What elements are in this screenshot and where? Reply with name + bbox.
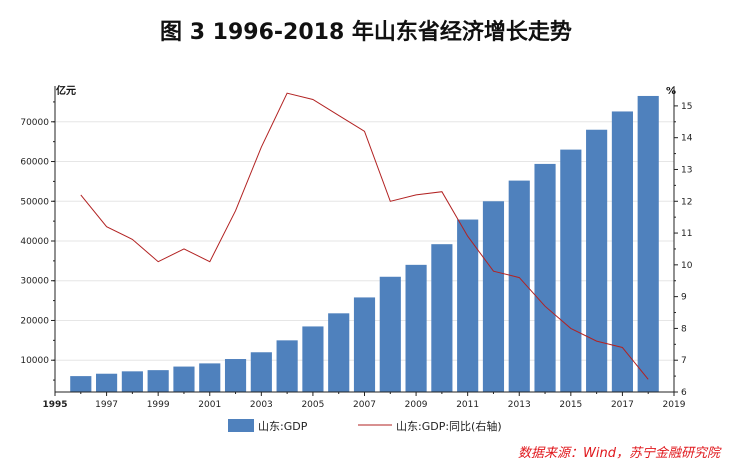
chart-title: 图 3 1996-2018 年山东省经济增长走势	[160, 20, 572, 45]
gdp-bar-1998	[121, 371, 143, 392]
gdp-bar-1999	[147, 370, 169, 392]
x-tick-label-2011: 2011	[456, 400, 479, 410]
gdp-bar-2004	[276, 340, 298, 392]
x-tick-label-2017: 2017	[611, 400, 634, 410]
x-tick-label-2015: 2015	[559, 400, 582, 410]
gdp-bar-2017	[611, 111, 633, 393]
x-tick-label-2019: 2019	[663, 400, 686, 410]
y-right-tick-label-10: 10	[681, 261, 693, 271]
y-left-tick-label-10000: 10000	[20, 356, 49, 366]
legend-bar-label: 山东:GDP	[258, 420, 308, 433]
x-tick-label-2005: 2005	[301, 400, 324, 410]
gdp-bar-2001	[199, 363, 221, 392]
axes: 10000 20000 30000 40000 50000 60000 70000 6 7 8 9 1…	[20, 86, 693, 410]
gdp-bar-2014	[534, 163, 556, 392]
gdp-bar-2011	[457, 219, 479, 392]
x-tick-label-1995: 1995	[42, 400, 67, 410]
y-right-tick-label-7: 7	[681, 356, 687, 366]
gdp-bar-2012	[482, 201, 505, 392]
gdp-bar-2007	[353, 297, 376, 392]
gdp-bar-1996	[70, 376, 92, 392]
x-tick-label-1997: 1997	[95, 400, 118, 410]
legend: 山东:GDP 山东:GDP:同比(右轴)	[228, 419, 502, 433]
gdp-bar-2010	[431, 244, 453, 392]
x-tick-label-2003: 2003	[250, 400, 273, 410]
y-right-tick-label-15: 15	[681, 102, 692, 112]
y-left-tick-label-30000: 30000	[20, 277, 49, 287]
y-right-tick-label-9: 9	[681, 293, 687, 303]
y-left-tick-label-20000: 20000	[20, 316, 49, 326]
gdp-bar-2000	[173, 366, 195, 392]
y-axis-left-label: 亿元	[56, 84, 76, 97]
x-tick-label-1999: 1999	[147, 400, 170, 410]
gdp-bars	[70, 95, 659, 393]
gdp-bar-2005	[302, 326, 324, 392]
gdp-bar-2016	[586, 129, 608, 392]
x-tick-label-2009: 2009	[405, 400, 428, 410]
x-tick-label-2013: 2013	[508, 400, 531, 410]
legend-bar-swatch	[228, 419, 254, 432]
y-right-tick-label-12: 12	[681, 197, 692, 207]
y-left-tick-label-40000: 40000	[20, 237, 49, 247]
gdp-bar-2002	[224, 359, 247, 392]
y-right-tick-label-14: 14	[681, 134, 693, 144]
y-right-tick-label-11: 11	[681, 229, 692, 239]
y-right-tick-label-6: 6	[681, 388, 687, 398]
y-left-tick-label-50000: 50000	[20, 197, 49, 207]
gdp-bar-2013	[508, 180, 530, 392]
gdp-bar-2003	[250, 352, 272, 392]
gdp-bar-2006	[328, 313, 350, 392]
legend-line-label: 山东:GDP:同比(右轴)	[396, 419, 502, 433]
gdp-bar-2018	[637, 95, 659, 393]
y-axis-right-label: %	[666, 86, 676, 97]
y-left-tick-label-60000: 60000	[20, 158, 49, 168]
x-tick-label-2007: 2007	[353, 400, 376, 410]
gdp-bar-2015	[560, 149, 582, 392]
y-left-tick-label-70000: 70000	[20, 118, 49, 128]
x-tick-label-2001: 2001	[198, 400, 221, 410]
gdp-bar-2008	[379, 276, 401, 392]
source-note: 数据来源：Wind，苏宁金融研究院	[518, 446, 720, 461]
growth-line	[80, 92, 649, 380]
y-right-tick-label-8: 8	[681, 324, 687, 334]
gdp-bar-1997	[96, 373, 118, 392]
growth-line-layer	[80, 92, 649, 380]
gdp-bar-2009	[405, 264, 427, 392]
y-right-tick-label-13: 13	[681, 165, 692, 175]
